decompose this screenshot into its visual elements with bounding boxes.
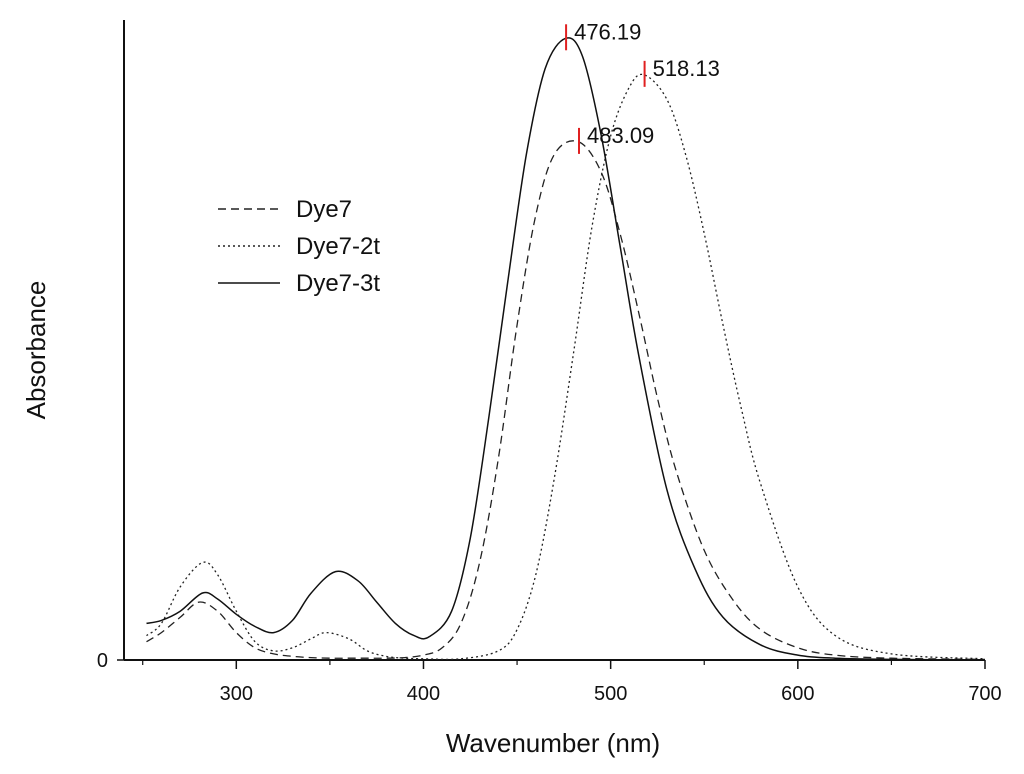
series-layer [146, 37, 986, 661]
x-tick-label: 700 [968, 683, 1001, 705]
legend: Dye7 Dye7-2t Dye7-3t [218, 196, 380, 297]
legend-label: Dye7 [296, 196, 352, 223]
annotations-layer: 476.19 518.13 483.09 [565, 19, 720, 154]
x-tick-label: 500 [594, 683, 627, 705]
y-tick-label: 0 [97, 650, 108, 672]
axes: 300 400 500 600 700 0 [97, 20, 1002, 705]
peak-label: 518.13 [653, 56, 720, 81]
x-tick-label: 600 [781, 683, 814, 705]
legend-label: Dye7-2t [296, 233, 380, 260]
x-tick-label: 400 [407, 683, 440, 705]
series-line-dye7-3t [146, 37, 986, 661]
series-line-dye7-2t [146, 73, 986, 661]
series-line-dye7 [146, 140, 986, 661]
legend-label: Dye7-3t [296, 270, 380, 297]
peak-label: 483.09 [587, 123, 654, 148]
y-axis-title: Absorbance [21, 281, 51, 420]
peak-label: 476.19 [574, 19, 641, 44]
x-tick-label: 300 [220, 683, 253, 705]
x-axis-title: Wavenumber (nm) [446, 728, 660, 758]
